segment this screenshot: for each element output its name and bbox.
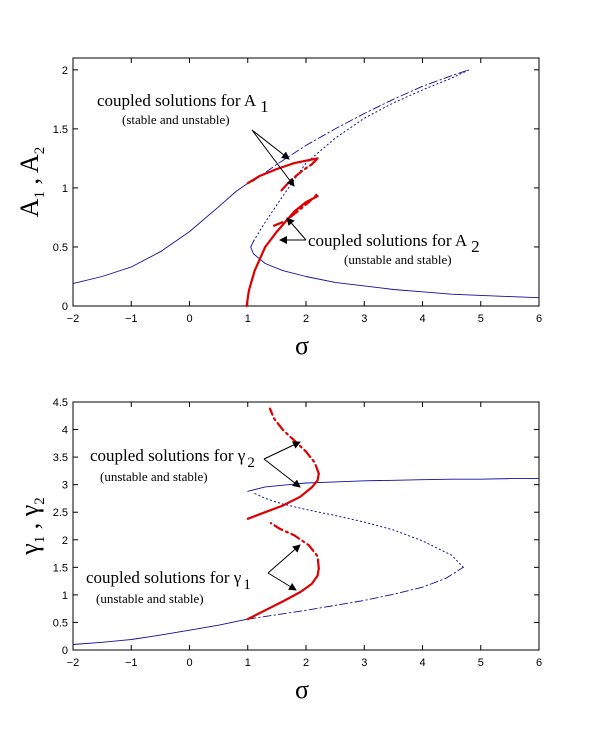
series-line <box>246 157 319 185</box>
annotation-a2-note: (unstable and stable) <box>344 252 452 267</box>
y-tick-label: 1.5 <box>53 562 68 574</box>
y-tick-label: 1.5 <box>53 124 68 136</box>
annotation-arrow <box>286 217 307 241</box>
series-line <box>268 407 320 475</box>
y-tick-label: 1 <box>62 183 68 195</box>
series-line <box>269 522 320 570</box>
y-tick-label: 3 <box>62 480 68 492</box>
y-axis-label: γ1 , γ2 <box>15 497 48 556</box>
series-line <box>272 192 319 227</box>
annotation-arrow <box>267 572 297 591</box>
series-line <box>247 478 540 492</box>
x-tick-label: −2 <box>67 657 80 669</box>
tick-group: −2 −1 0 1 2 3 4 5 6 0 0.5 1 1.5 2 <box>53 58 542 325</box>
y-tick-label: 2 <box>62 65 68 77</box>
x-tick-label: −2 <box>67 313 80 325</box>
x-tick-label: −1 <box>125 657 138 669</box>
y-tick-label: 0.5 <box>53 242 68 254</box>
x-tick-label: −1 <box>125 313 138 325</box>
phase-chart: −2 −1 0 1 2 3 4 5 600.511.522.533.544.5 γ1 , γ2 … <box>15 397 542 704</box>
series-line <box>247 566 464 620</box>
y-tick-label: 2.5 <box>53 507 68 519</box>
curve-group <box>72 407 540 645</box>
x-tick-label: 4 <box>419 313 425 325</box>
annotation-arrow <box>263 458 301 488</box>
x-tick-label: 0 <box>186 657 192 669</box>
x-axis-label: σ <box>295 675 309 704</box>
x-tick-label: 5 <box>478 313 484 325</box>
x-tick-label: 2 <box>303 657 309 669</box>
x-tick-label: 3 <box>361 313 367 325</box>
series-line <box>253 69 470 182</box>
x-tick-label: 5 <box>478 657 484 669</box>
x-tick-label: 0 <box>186 313 192 325</box>
y-tick-label: 2 <box>62 535 68 547</box>
x-axis-label: σ <box>295 331 309 360</box>
x-tick-label: 3 <box>361 657 367 669</box>
x-tick-label: 1 <box>245 657 251 669</box>
annotation-a1-note: (stable and unstable) <box>122 112 230 127</box>
y-tick-label: 0 <box>62 301 68 313</box>
amplitude-chart: −2 −1 0 1 2 3 4 5 6 0 0.5 1 1.5 2 A1 , A2 σ coupled s… <box>15 57 542 360</box>
tick-group: −2 −1 0 1 2 3 4 5 6 0 0.5 1 1.5 2 2.5 3 3.5 4 4.5 <box>53 397 542 669</box>
series-line <box>253 69 470 242</box>
annotation-arrow <box>267 544 301 574</box>
series-line <box>72 180 255 285</box>
annotation-arrow <box>251 129 290 160</box>
series-line <box>246 472 320 520</box>
series-line <box>246 567 320 621</box>
series-line <box>250 240 540 299</box>
y-tick-label: 0.5 <box>53 617 68 629</box>
y-tick-label: 0 <box>62 645 68 657</box>
y-axis-label: A1 , A2 <box>15 147 48 218</box>
x-tick-label: 2 <box>303 313 309 325</box>
annotation-g1-note: (unstable and stable) <box>96 591 204 606</box>
x-tick-label: 6 <box>536 657 542 669</box>
series-line <box>245 195 319 308</box>
annotation-arrow <box>263 441 301 460</box>
y-tick-label: 3.5 <box>53 452 68 464</box>
x-tick-label: 1 <box>245 313 251 325</box>
curve-group <box>72 69 540 308</box>
series-line <box>253 492 464 568</box>
y-tick-label: 1 <box>62 590 68 602</box>
x-tick-label: 4 <box>419 657 425 669</box>
y-tick-label: 4 <box>62 425 68 437</box>
y-tick-label: 4.5 <box>53 397 68 409</box>
series-line <box>280 157 319 192</box>
series-line <box>72 618 249 645</box>
annotation-g2-note: (unstable and stable) <box>100 469 208 484</box>
annotation-arrow <box>251 129 295 187</box>
plot-frame <box>72 401 540 651</box>
x-tick-label: 6 <box>536 313 542 325</box>
